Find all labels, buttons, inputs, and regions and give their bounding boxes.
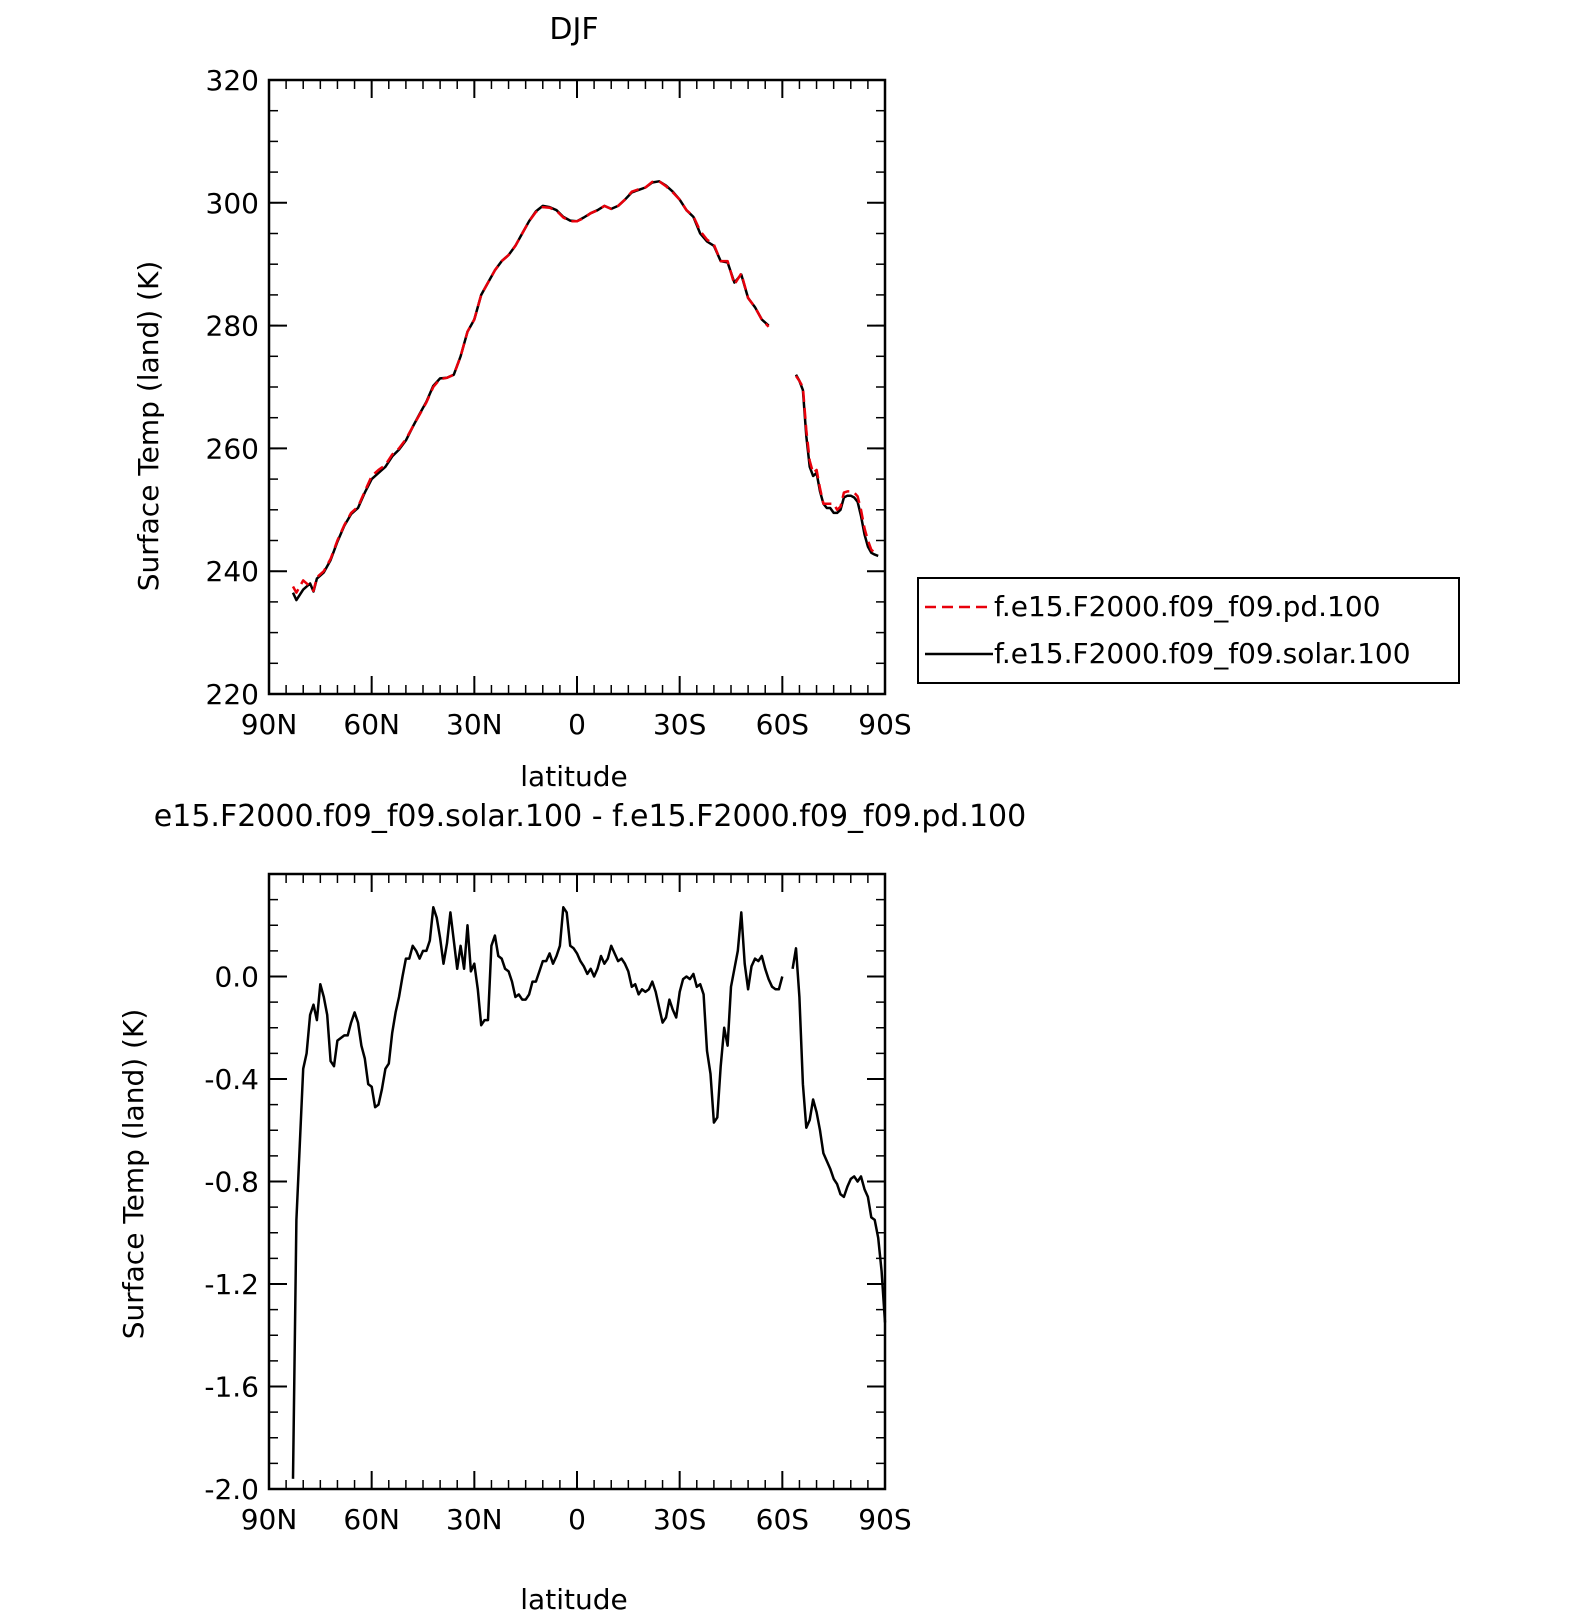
top-panel-x-tick-label: 30S bbox=[653, 708, 706, 741]
top-panel-y-tick-label: 300 bbox=[206, 187, 259, 220]
bottom-panel-x-tick-label: 90S bbox=[858, 1503, 911, 1536]
top-panel-y-tick-label: 280 bbox=[206, 310, 259, 343]
top-panel-series-line bbox=[291, 180, 770, 594]
legend-label-solar: f.e15.F2000.f09_f09.solar.100 bbox=[994, 637, 1411, 670]
bottom-panel-x-tick-label: 90N bbox=[241, 1503, 298, 1536]
top-panel-x-axis-label: latitude bbox=[520, 760, 627, 793]
bottom-panel-plot-frame bbox=[267, 872, 887, 1491]
top-panel-y-tick-label: 320 bbox=[206, 64, 259, 97]
bottom-panel-x-tick-label: 60N bbox=[343, 1503, 400, 1536]
bottom-panel-x-axis-label: latitude bbox=[520, 1583, 627, 1616]
legend-label-pd: f.e15.F2000.f09_f09.pd.100 bbox=[994, 590, 1381, 623]
top-panel: DJF Surface Temp (land) (K) latitude 90N… bbox=[132, 12, 912, 793]
bottom-panel-y-tick-label: -0.4 bbox=[204, 1063, 259, 1096]
top-panel-series-line bbox=[794, 375, 879, 555]
bottom-panel-y-tick-label: -1.2 bbox=[204, 1268, 259, 1301]
bottom-panel-series-line bbox=[791, 947, 887, 1323]
top-panel-x-tick-label: 90N bbox=[241, 708, 298, 741]
bottom-panel-x-tick-label: 30N bbox=[446, 1503, 503, 1536]
top-panel-title: DJF bbox=[549, 12, 598, 47]
top-panel-series-line bbox=[794, 374, 879, 558]
bottom-panel-x-tick-label: 60S bbox=[756, 1503, 809, 1536]
bottom-panel-title: e15.F2000.f09_f09.solar.100 - f.e15.F200… bbox=[154, 799, 1026, 834]
top-panel-y-tick-label: 260 bbox=[206, 432, 259, 465]
bottom-panel-series-line bbox=[291, 906, 784, 1479]
legend: f.e15.F2000.f09_f09.pd.100 f.e15.F2000.f… bbox=[917, 577, 1460, 684]
bottom-panel-y-tick-label: -1.6 bbox=[204, 1371, 259, 1404]
top-panel-y-tick-label: 220 bbox=[206, 678, 259, 711]
top-panel-x-tick-label: 90S bbox=[858, 708, 911, 741]
top-panel-x-tick-label: 60S bbox=[756, 708, 809, 741]
bottom-panel-x-tick-label: 0 bbox=[568, 1503, 586, 1536]
bottom-panel-y-tick-label: -2.0 bbox=[204, 1473, 259, 1506]
bottom-panel: e15.F2000.f09_f09.solar.100 - f.e15.F200… bbox=[117, 799, 1026, 1616]
top-panel-plot-frame bbox=[267, 78, 887, 696]
top-panel-x-tick-label: 60N bbox=[343, 708, 400, 741]
top-panel-y-tick-label: 240 bbox=[206, 555, 259, 588]
legend-box bbox=[917, 577, 1460, 684]
bottom-panel-y-tick-label: 0.0 bbox=[214, 961, 259, 994]
top-panel-y-axis-label: Surface Temp (land) (K) bbox=[132, 261, 165, 592]
top-panel-series-line bbox=[291, 180, 770, 602]
bottom-panel-x-tick-label: 30S bbox=[653, 1503, 706, 1536]
bottom-panel-y-tick-label: -0.8 bbox=[204, 1166, 259, 1199]
top-panel-x-tick-label: 0 bbox=[568, 708, 586, 741]
bottom-panel-y-axis-label: Surface Temp (land) (K) bbox=[117, 1009, 150, 1340]
top-panel-x-tick-label: 30N bbox=[446, 708, 503, 741]
